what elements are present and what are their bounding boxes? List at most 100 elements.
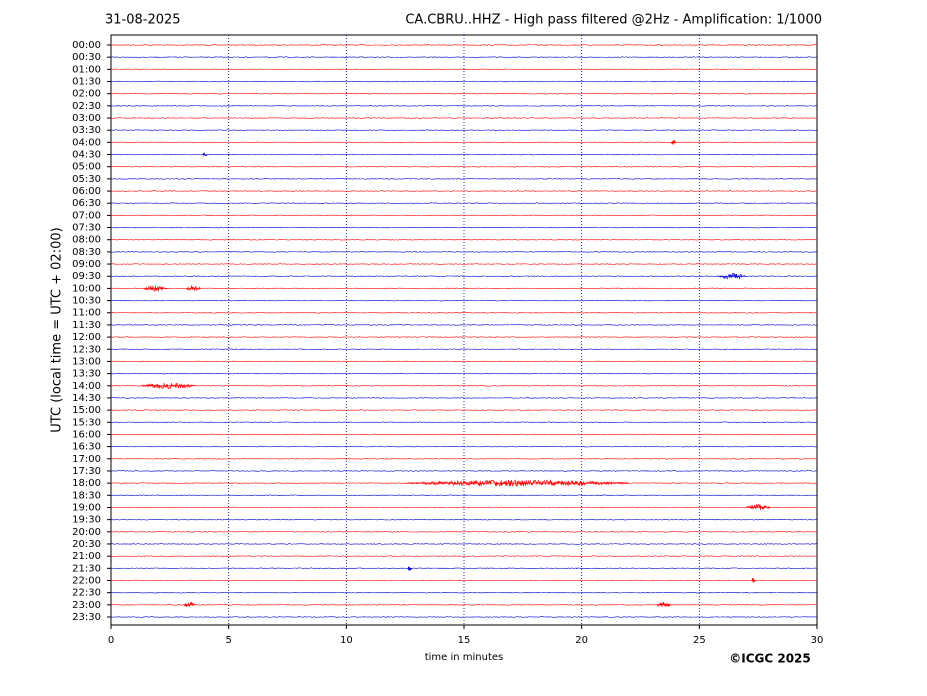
y-tick-label: 20:30 <box>72 539 101 550</box>
trace <box>110 311 818 314</box>
y-tick-label: 11:00 <box>72 308 101 319</box>
y-tick-label: 21:00 <box>72 551 101 562</box>
trace <box>110 141 818 144</box>
trace <box>110 251 818 253</box>
trace <box>110 165 818 168</box>
y-tick-label: 14:00 <box>72 381 101 392</box>
y-tick-label: 02:30 <box>72 101 101 112</box>
trace <box>110 591 818 594</box>
burst <box>656 602 672 608</box>
trace <box>110 421 818 424</box>
y-tick-label: 10:30 <box>72 296 101 307</box>
x-tick-label: 15 <box>458 635 471 646</box>
y-tick-label: 06:30 <box>72 198 101 209</box>
trace <box>110 263 818 265</box>
y-tick-label: 00:00 <box>72 40 101 51</box>
chart-title: CA.CBRU..HHZ - High pass filtered @2Hz -… <box>405 13 822 28</box>
trace <box>110 68 818 71</box>
burst <box>717 272 747 280</box>
y-tick-label: 12:00 <box>72 332 101 343</box>
burst <box>202 152 208 157</box>
burst <box>670 140 676 145</box>
x-tick-label: 5 <box>225 635 231 646</box>
trace <box>110 518 818 521</box>
date: 31-08-2025 <box>105 13 181 28</box>
trace <box>110 202 818 204</box>
y-tick-label: 09:00 <box>72 259 101 270</box>
burst <box>186 284 201 292</box>
y-tick-label: 09:30 <box>72 271 101 282</box>
y-tick-label: 07:30 <box>72 223 101 234</box>
y-tick-label: 13:30 <box>72 369 101 380</box>
y-tick-label: 22:00 <box>72 575 101 586</box>
y-tick-label: 05:30 <box>72 174 101 185</box>
y-tick-label: 22:30 <box>72 588 101 599</box>
trace <box>110 616 818 618</box>
trace <box>110 555 818 557</box>
y-tick-label: 15:00 <box>72 405 101 416</box>
trace <box>110 214 818 217</box>
trace <box>110 372 818 375</box>
y-tick-label: 17:00 <box>72 454 101 465</box>
y-tick-label: 07:00 <box>72 210 101 221</box>
y-tick-label: 03:00 <box>72 113 101 124</box>
trace <box>110 226 818 229</box>
y-tick-label: 04:30 <box>72 150 101 161</box>
trace <box>110 238 818 241</box>
trace <box>110 506 818 509</box>
trace <box>110 92 818 95</box>
burst <box>407 566 413 572</box>
trace <box>110 105 818 107</box>
trace <box>110 287 818 290</box>
y-tick-label: 08:00 <box>72 235 101 246</box>
trace <box>110 579 818 582</box>
trace <box>110 360 818 363</box>
burst <box>746 503 771 511</box>
y-tick-label: 12:30 <box>72 344 101 355</box>
y-tick-label: 05:00 <box>72 162 101 173</box>
y-tick-label: 13:00 <box>72 356 101 367</box>
trace <box>110 567 818 570</box>
trace <box>110 178 818 180</box>
y-tick-label: 23:30 <box>72 612 101 623</box>
y-axis-label: UTC (local time = UTC + 02:00) <box>50 227 65 432</box>
trace <box>110 543 818 545</box>
y-tick-label: 21:30 <box>72 563 101 574</box>
y-tick-label: 17:30 <box>72 466 101 477</box>
trace <box>110 470 818 472</box>
y-tick-label: 01:00 <box>72 64 101 75</box>
y-tick-label: 16:30 <box>72 442 101 453</box>
burst <box>183 601 196 608</box>
trace <box>110 397 818 399</box>
trace <box>110 44 818 46</box>
trace <box>110 275 818 277</box>
y-tick-label: 18:00 <box>72 478 101 489</box>
y-tick-label: 03:30 <box>72 125 101 136</box>
y-tick-label: 18:30 <box>72 490 101 501</box>
x-tick-label: 20 <box>575 635 588 646</box>
trace <box>110 433 818 436</box>
trace <box>110 482 818 484</box>
burst <box>143 284 168 292</box>
y-tick-label: 06:00 <box>72 186 101 197</box>
trace <box>110 56 818 58</box>
y-tick-label: 20:00 <box>72 527 101 538</box>
y-tick-label: 10:00 <box>72 283 101 294</box>
y-tick-label: 16:00 <box>72 429 101 440</box>
trace <box>110 531 818 533</box>
x-axis-label: time in minutes <box>425 652 504 663</box>
trace <box>110 604 818 606</box>
x-tick-label: 25 <box>693 635 706 646</box>
trace <box>110 117 818 119</box>
trace <box>110 336 818 338</box>
y-tick-label: 19:00 <box>72 502 101 513</box>
trace <box>110 385 818 387</box>
trace <box>110 153 818 156</box>
y-tick-label: 14:30 <box>72 393 101 404</box>
burst <box>141 382 196 390</box>
y-tick-label: 04:00 <box>72 137 101 148</box>
y-tick-label: 11:30 <box>72 320 101 331</box>
trace <box>110 299 818 302</box>
y-tick-label: 08:30 <box>72 247 101 258</box>
